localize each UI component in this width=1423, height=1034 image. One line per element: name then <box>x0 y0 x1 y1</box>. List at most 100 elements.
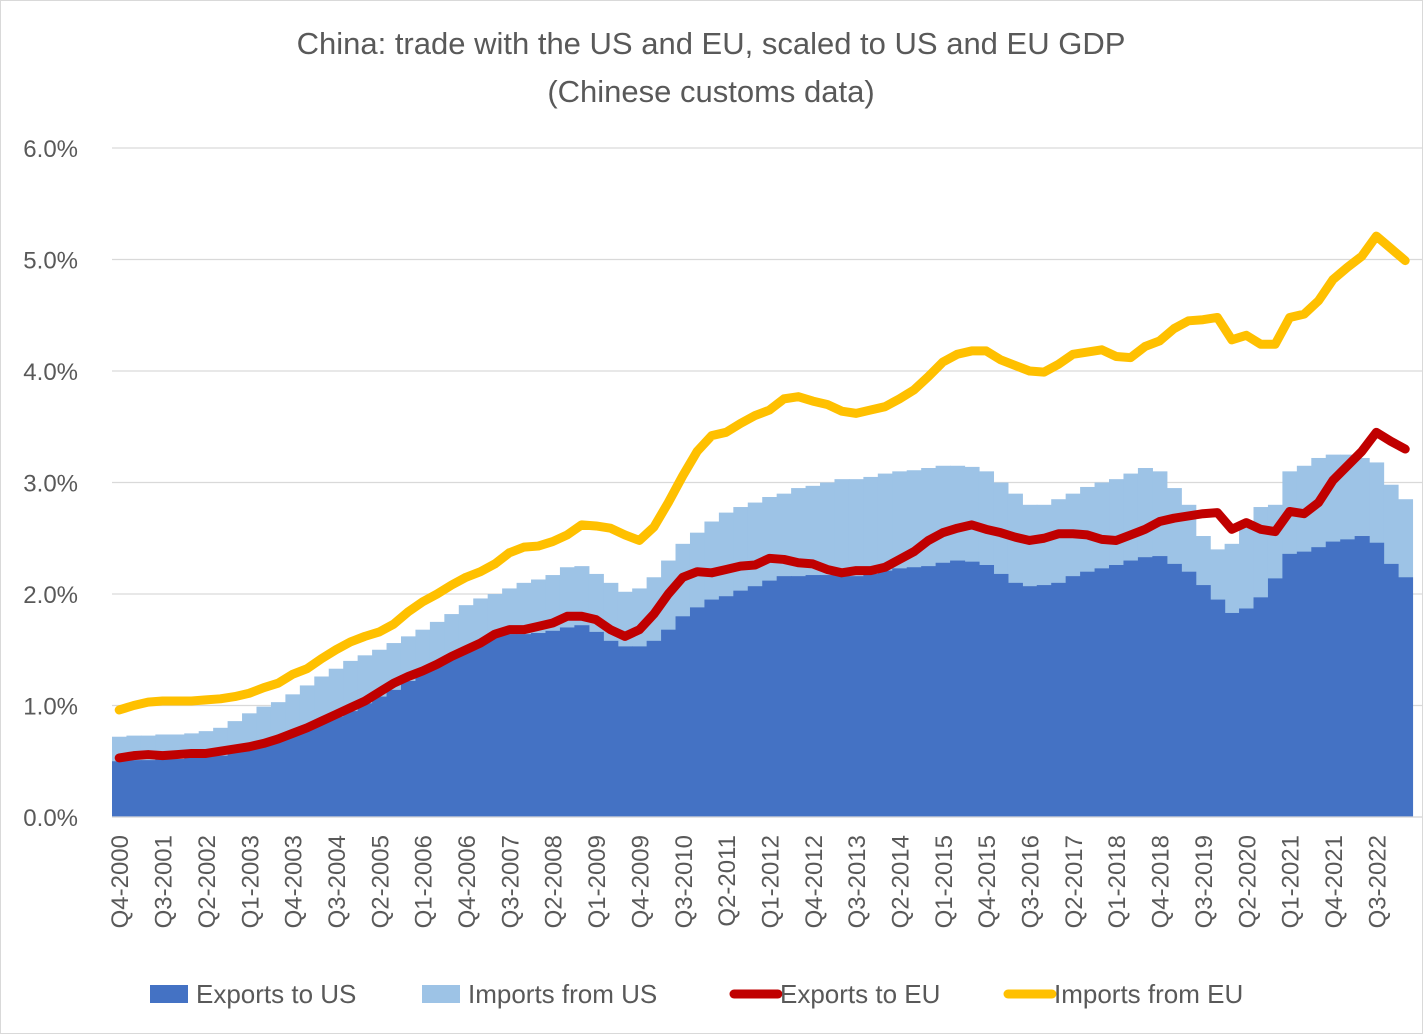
y-tick-label: 0.0% <box>23 805 78 832</box>
area-column <box>184 757 200 817</box>
area-column <box>559 627 575 817</box>
area-column <box>588 631 604 817</box>
area-column <box>1383 563 1399 817</box>
area-column <box>1051 582 1067 817</box>
x-tick-label: Q4-2000 <box>107 835 134 928</box>
area-column <box>126 760 142 817</box>
area-column <box>1325 541 1341 817</box>
y-tick-label: 2.0% <box>23 582 78 609</box>
legend-label: Exports to US <box>196 979 356 1009</box>
y-tick-label: 1.0% <box>23 694 78 721</box>
area-series-exports-to-us <box>112 536 1414 818</box>
legend-label: Imports from EU <box>1054 979 1243 1009</box>
x-tick-label: Q3-2016 <box>1018 835 1045 928</box>
area-column <box>328 716 344 817</box>
area-column <box>791 576 807 817</box>
area-column <box>718 596 734 817</box>
area-column <box>343 711 359 817</box>
area-column <box>372 696 388 817</box>
area-column <box>473 643 489 817</box>
area-column <box>1065 576 1081 817</box>
area-column <box>444 655 460 817</box>
area-column <box>502 634 518 817</box>
area-column <box>776 576 792 817</box>
x-tick-label: Q3-2007 <box>497 835 524 928</box>
x-tick-label: Q3-2010 <box>671 835 698 928</box>
legend-item: Exports to EU <box>729 979 940 1009</box>
area-column <box>950 560 966 817</box>
x-tick-label: Q4-2015 <box>974 835 1001 928</box>
area-column <box>545 630 561 817</box>
area-column <box>1036 585 1052 817</box>
x-tick-label: Q2-2011 <box>714 835 741 927</box>
area-column <box>227 752 243 817</box>
x-tick-label: Q1-2003 <box>237 835 264 928</box>
x-tick-label: Q2-2008 <box>541 835 568 928</box>
line-series-exports-to-eu <box>114 427 1410 763</box>
area-column <box>1267 578 1284 817</box>
area-column <box>834 573 850 817</box>
area-column <box>762 580 778 817</box>
area-column <box>877 570 893 817</box>
area-column <box>1210 599 1226 817</box>
area-column <box>1109 565 1125 817</box>
area-column <box>935 562 951 817</box>
area-column <box>704 599 720 817</box>
x-axis: Q4-2000 Q3-2001 Q2-2002 Q1-2003 Q4-2003 Q3-20… <box>107 816 1422 928</box>
area-column <box>1166 563 1182 817</box>
area-column <box>1123 560 1139 817</box>
area-column <box>169 759 185 817</box>
x-tick-label: Q2-2014 <box>887 835 914 928</box>
area-column <box>661 629 677 817</box>
area-column <box>285 733 301 818</box>
area-column <box>112 761 128 817</box>
chart-subtitle: (Chinese customs data) <box>547 74 874 109</box>
area-column <box>689 607 706 817</box>
area-column <box>357 703 373 817</box>
y-tick-label: 4.0% <box>23 359 78 386</box>
legend-item: Exports to US <box>150 979 356 1009</box>
y-tick-label: 6.0% <box>23 136 78 163</box>
area-column <box>1137 557 1153 817</box>
area-column <box>848 576 864 817</box>
area-column <box>487 636 503 817</box>
area-column <box>632 646 648 817</box>
legend-swatch <box>150 985 188 1003</box>
x-tick-label: Q4-2021 <box>1321 835 1348 928</box>
area-column <box>155 759 171 817</box>
legend-label: Exports to EU <box>780 979 940 1009</box>
y-tick-label: 5.0% <box>23 248 78 275</box>
area-column <box>1152 556 1168 817</box>
area-column <box>1369 542 1385 817</box>
legend-item: Imports from US <box>422 979 657 1009</box>
area-column <box>198 756 214 817</box>
area-column <box>256 743 272 817</box>
legend-item: Imports from EU <box>1003 979 1243 1009</box>
legend-label: Imports from US <box>468 979 657 1009</box>
area-series <box>112 454 1414 818</box>
x-tick-label: Q4-2012 <box>801 835 828 928</box>
area-column <box>516 634 532 817</box>
area-column <box>603 640 619 817</box>
area-column <box>906 567 922 817</box>
area-column <box>1311 547 1327 817</box>
area-column <box>993 573 1009 817</box>
x-tick-label: Q4-2018 <box>1148 835 1175 928</box>
x-tick-label: Q1-2021 <box>1278 835 1305 928</box>
area-column <box>415 672 431 817</box>
area-column <box>458 648 474 817</box>
area-column <box>1253 597 1269 817</box>
area-column <box>242 748 258 817</box>
x-tick-label: Q2-2005 <box>367 835 394 928</box>
area-column <box>1296 551 1312 817</box>
area-column <box>299 727 315 817</box>
area-column <box>820 575 836 817</box>
area-column <box>747 586 763 817</box>
area-column <box>964 561 980 817</box>
area-column <box>1340 539 1356 817</box>
x-tick-label: Q1-2018 <box>1104 835 1131 928</box>
area-column <box>863 573 879 817</box>
area-column <box>978 565 995 817</box>
